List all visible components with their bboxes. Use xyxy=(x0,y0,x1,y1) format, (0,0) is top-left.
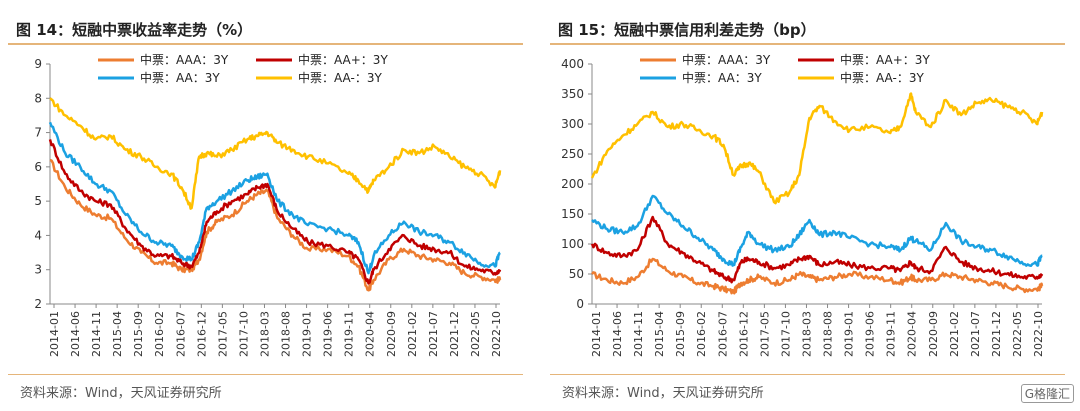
x-tick-label: 2021-02 xyxy=(948,311,961,357)
source-note: 资料来源：Wind，天风证券研究所 xyxy=(20,386,222,401)
series-line xyxy=(590,215,1044,284)
chart-title: 图 15：短融中票信用利差走势（bp） xyxy=(558,21,816,39)
footer-divider xyxy=(550,374,1065,375)
title-divider xyxy=(8,43,523,45)
y-tick-label: 9 xyxy=(34,57,42,71)
legend-label: 中票：AA：3Y xyxy=(140,70,220,85)
x-tick-label: 2019-11 xyxy=(885,311,898,357)
x-tick-label: 2022-10 xyxy=(490,311,503,357)
y-tick-label: 0 xyxy=(576,297,584,311)
y-tick-label: 7 xyxy=(34,126,42,140)
y-tick-label: 8 xyxy=(34,91,42,105)
x-tick-label: 2016-12 xyxy=(737,311,750,357)
legend-label: 中票：AAA：3Y xyxy=(140,52,229,67)
series-line xyxy=(49,158,502,292)
x-tick-label: 2016-07 xyxy=(716,311,729,357)
x-tick-label: 2019-06 xyxy=(322,311,335,357)
x-tick-label: 2016-02 xyxy=(153,311,166,357)
x-tick-label: 2018-08 xyxy=(822,311,835,357)
x-tick-label: 2014-11 xyxy=(632,311,645,357)
x-tick-label: 2017-05 xyxy=(758,311,771,357)
x-tick-label: 2020-04 xyxy=(364,311,377,357)
x-tick-label: 2019-06 xyxy=(864,311,877,357)
x-tick-label: 2020-04 xyxy=(906,311,919,357)
x-tick-label: 2015-09 xyxy=(674,311,687,357)
x-tick-label: 2014-01 xyxy=(48,311,61,357)
yield-line-chart: 2 3 4 5 6 7 8 9 2014-01 2014-06 2014-11 2015-04 2015… xyxy=(34,52,503,357)
x-tick-label: 2015-09 xyxy=(132,311,145,357)
watermark-logo: G格隆汇 xyxy=(1020,384,1074,403)
legend-label: 中票：AA：3Y xyxy=(682,70,762,85)
footer-divider xyxy=(8,374,523,375)
series-line xyxy=(48,139,502,285)
x-tick-label: 2017-10 xyxy=(237,311,250,357)
x-tick-label: 2020-09 xyxy=(385,311,398,357)
y-tick-label: 300 xyxy=(561,117,584,131)
x-tick-label: 2017-05 xyxy=(216,311,229,357)
x-tick-label: 2016-12 xyxy=(195,311,208,357)
x-tick-label: 2018-03 xyxy=(800,311,813,357)
x-tick-label: 2022-10 xyxy=(1032,311,1045,357)
x-tick-label: 2021-12 xyxy=(448,311,461,357)
spread-line-chart: 0 50 100 150 200 250 300 350 400 2014-01 2014-06 20… xyxy=(561,52,1045,357)
chart-panel-spread: 图 15：短融中票信用利差走势（bp） 0 50 100 150 200 250 300 35… xyxy=(550,0,1075,411)
chart-title: 图 14：短融中票收益率走势（%） xyxy=(16,21,253,39)
x-tick-label: 2015-04 xyxy=(111,311,124,357)
y-tick-label: 4 xyxy=(34,228,42,242)
y-tick-label: 400 xyxy=(561,57,584,71)
series-line xyxy=(591,194,1043,268)
series-line xyxy=(48,121,501,275)
x-tick-label: 2018-08 xyxy=(280,311,293,357)
y-tick-label: 6 xyxy=(34,160,42,174)
y-tick-label: 150 xyxy=(561,207,584,221)
x-tick-label: 2014-06 xyxy=(611,311,624,357)
y-tick-label: 2 xyxy=(34,297,42,311)
y-tick-label: 200 xyxy=(561,177,584,191)
x-tick-label: 2016-02 xyxy=(695,311,708,357)
x-tick-label: 2019-11 xyxy=(343,311,356,357)
series-line xyxy=(49,97,502,210)
legend-label: 中票：AA+：3Y xyxy=(840,52,930,67)
x-tick-label: 2014-11 xyxy=(90,311,103,357)
x-tick-label: 2020-09 xyxy=(927,311,940,357)
x-tick-label: 2016-07 xyxy=(174,311,187,357)
y-tick-label: 5 xyxy=(34,194,42,208)
legend-label: 中票：AA+：3Y xyxy=(298,52,388,67)
x-tick-label: 2019-01 xyxy=(301,311,314,357)
y-tick-label: 50 xyxy=(569,267,584,281)
y-tick-label: 100 xyxy=(561,237,584,251)
y-tick-label: 3 xyxy=(34,263,42,277)
x-tick-label: 2014-01 xyxy=(590,311,603,357)
x-tick-label: 2019-01 xyxy=(843,311,856,357)
x-tick-label: 2021-12 xyxy=(990,311,1003,357)
y-tick-label: 350 xyxy=(561,87,584,101)
x-tick-label: 2018-03 xyxy=(258,311,271,357)
source-note: 资料来源：Wind，天风证券研究所 xyxy=(562,386,764,401)
legend-label: 中票：AAA：3Y xyxy=(682,52,771,67)
legend-label: 中票：AA-：3Y xyxy=(298,70,382,85)
chart-panel-yield: 图 14：短融中票收益率走势（%） 2 3 4 5 6 7 8 9 2014-01 2014-06… xyxy=(8,0,533,411)
x-tick-label: 2015-04 xyxy=(653,311,666,357)
x-tick-label: 2021-07 xyxy=(969,311,982,357)
legend-label: 中票：AA-：3Y xyxy=(840,70,924,85)
x-tick-label: 2021-02 xyxy=(406,311,419,357)
y-tick-label: 250 xyxy=(561,147,584,161)
x-tick-label: 2022-05 xyxy=(469,311,482,357)
title-divider xyxy=(550,43,1065,45)
x-tick-label: 2017-10 xyxy=(779,311,792,357)
x-tick-label: 2014-06 xyxy=(69,311,82,357)
x-tick-label: 2022-05 xyxy=(1011,311,1024,357)
x-tick-label: 2021-07 xyxy=(427,311,440,357)
series-line xyxy=(591,257,1044,295)
series-line xyxy=(590,92,1044,205)
